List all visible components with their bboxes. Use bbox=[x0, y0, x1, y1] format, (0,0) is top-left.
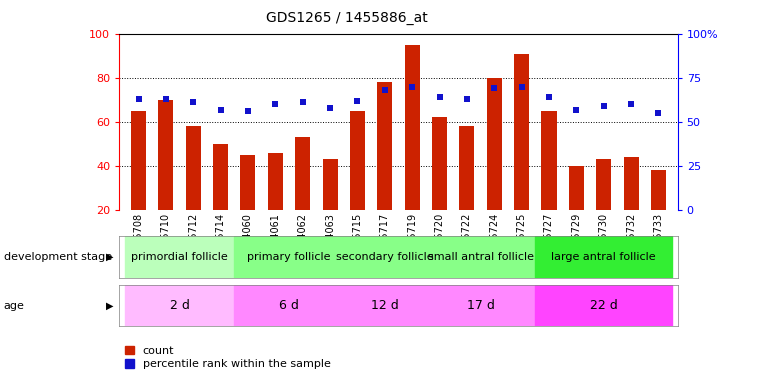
Bar bbox=[514, 54, 529, 210]
Text: 17 d: 17 d bbox=[467, 299, 494, 312]
Bar bbox=[240, 155, 256, 210]
Text: primordial follicle: primordial follicle bbox=[131, 252, 228, 262]
Bar bbox=[535, 285, 672, 326]
Bar bbox=[624, 157, 638, 210]
Bar bbox=[323, 159, 337, 210]
Bar bbox=[535, 236, 672, 278]
Bar bbox=[541, 111, 557, 210]
Bar bbox=[651, 170, 666, 210]
Bar bbox=[213, 144, 228, 210]
Bar bbox=[350, 111, 365, 210]
Bar bbox=[343, 236, 426, 278]
Legend: count, percentile rank within the sample: count, percentile rank within the sample bbox=[125, 346, 330, 369]
Text: primary follicle: primary follicle bbox=[247, 252, 331, 262]
Bar bbox=[186, 126, 201, 210]
Bar bbox=[569, 166, 584, 210]
Bar bbox=[295, 137, 310, 210]
Bar bbox=[404, 45, 420, 210]
Bar bbox=[125, 285, 234, 326]
Text: GDS1265 / 1455886_at: GDS1265 / 1455886_at bbox=[266, 11, 427, 25]
Bar bbox=[596, 159, 611, 210]
Bar bbox=[234, 236, 343, 278]
Text: development stage: development stage bbox=[4, 252, 112, 262]
Text: 2 d: 2 d bbox=[169, 299, 189, 312]
Bar bbox=[234, 285, 343, 326]
Bar bbox=[125, 236, 234, 278]
Bar bbox=[426, 285, 535, 326]
Bar bbox=[432, 117, 447, 210]
Text: age: age bbox=[4, 301, 25, 310]
Bar bbox=[460, 126, 474, 210]
Text: 6 d: 6 d bbox=[279, 299, 299, 312]
Text: 22 d: 22 d bbox=[590, 299, 618, 312]
Text: 12 d: 12 d bbox=[371, 299, 399, 312]
Bar bbox=[343, 285, 426, 326]
Text: ▶: ▶ bbox=[105, 252, 113, 262]
Text: ▶: ▶ bbox=[105, 301, 113, 310]
Bar bbox=[426, 236, 535, 278]
Bar bbox=[159, 100, 173, 210]
Text: secondary follicle: secondary follicle bbox=[336, 252, 434, 262]
Bar bbox=[377, 82, 393, 210]
Text: large antral follicle: large antral follicle bbox=[551, 252, 656, 262]
Text: small antral follicle: small antral follicle bbox=[427, 252, 534, 262]
Bar bbox=[131, 111, 146, 210]
Bar bbox=[268, 153, 283, 210]
Bar bbox=[487, 78, 502, 210]
